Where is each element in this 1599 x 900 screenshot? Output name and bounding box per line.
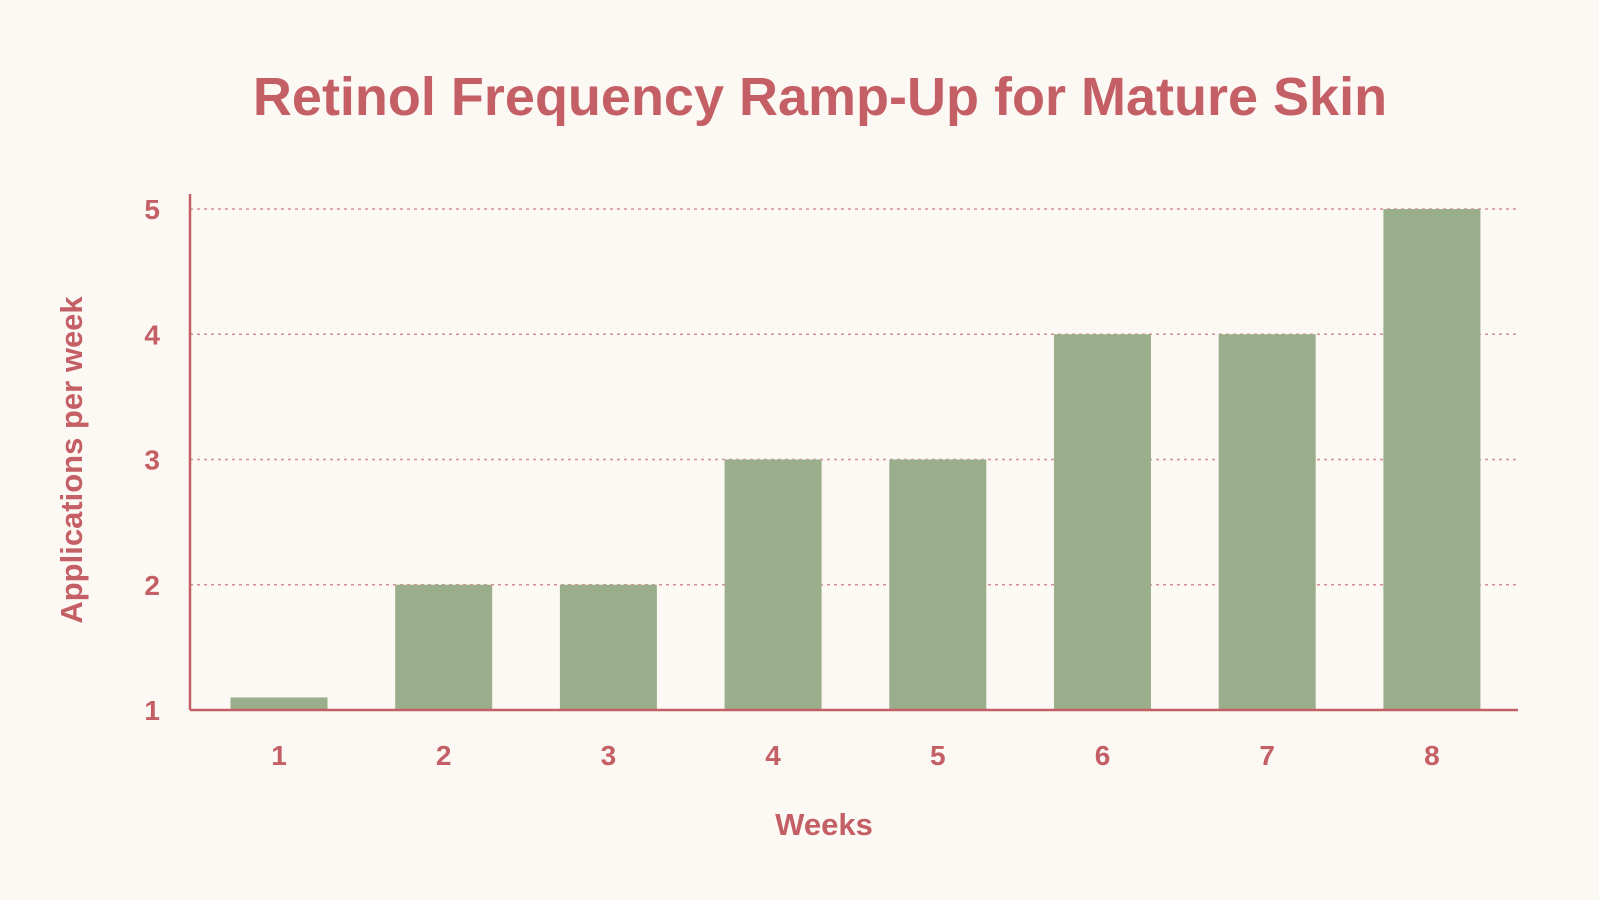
bar-week-5: [889, 459, 987, 710]
x-tick-labels: 1 2 3 4 5 6 7 8: [271, 740, 1439, 771]
chart-title: Retinol Frequency Ramp-Up for Mature Ski…: [253, 67, 1387, 127]
x-tick-label: 8: [1424, 740, 1440, 771]
bar-week-3: [559, 584, 657, 710]
grid-lines: [190, 208, 1518, 586]
bar-week-1: [230, 697, 328, 710]
y-tick-label: 4: [144, 319, 160, 350]
x-tick-label: 7: [1259, 740, 1275, 771]
y-tick-label: 3: [144, 445, 160, 476]
x-tick-label: 6: [1095, 740, 1111, 771]
bar-week-7: [1218, 334, 1316, 710]
x-tick-label: 3: [601, 740, 617, 771]
x-tick-label: 5: [930, 740, 946, 771]
x-tick-label: 4: [765, 740, 781, 771]
y-tick-label: 2: [144, 570, 160, 601]
y-tick-label: 1: [144, 695, 160, 726]
bar-week-6: [1054, 334, 1151, 710]
bars: [230, 209, 1481, 710]
bar-week-4: [724, 459, 822, 710]
bar-week-8: [1383, 209, 1481, 710]
y-tick-label: 5: [144, 194, 160, 225]
bar-week-2: [395, 584, 493, 710]
y-axis-label: Applications per week: [54, 296, 89, 624]
x-tick-label: 1: [271, 740, 287, 771]
x-tick-label: 2: [436, 740, 452, 771]
y-tick-labels: 1 2 3 4 5: [144, 194, 160, 726]
x-axis-label: Weeks: [775, 807, 873, 842]
